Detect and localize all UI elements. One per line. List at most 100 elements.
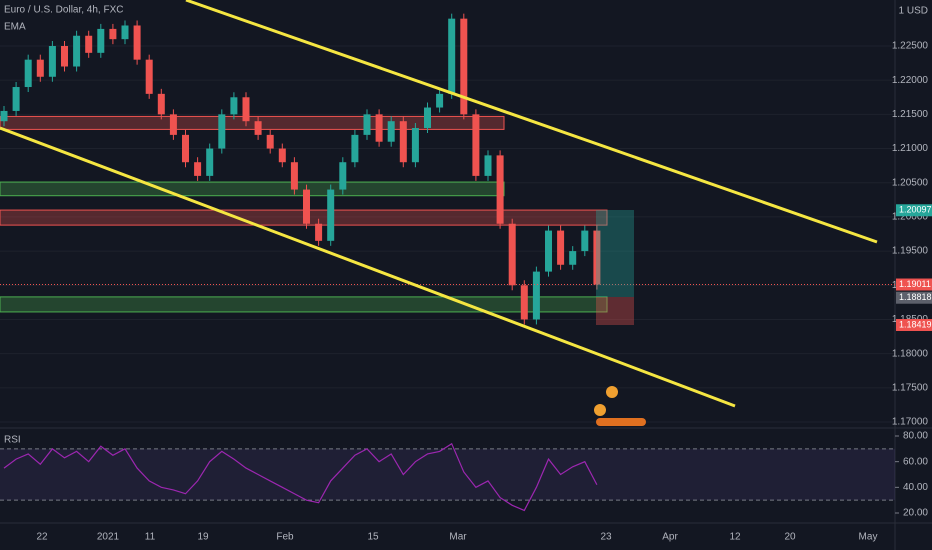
rsi-tick-label: 40.00	[903, 482, 928, 493]
candle-body	[472, 114, 480, 176]
candle-body	[169, 114, 177, 135]
candle-body	[448, 18, 456, 94]
emoji-icons	[594, 386, 646, 426]
candle-body	[0, 110, 8, 122]
rsi-tick-label: 20.00	[903, 508, 928, 519]
y-tick-label: 1.18000	[892, 348, 929, 359]
candle-body	[24, 59, 32, 88]
x-tick-label: 12	[729, 532, 741, 543]
layers: 1.22500 1.22000 1.21500 1.21000 1.20500 1.200…	[0, 13, 929, 543]
x-tick-label: 23	[600, 532, 612, 543]
candle-body	[242, 97, 250, 122]
candle-body	[351, 134, 359, 163]
rsi-line	[3, 442, 598, 512]
candle-body	[218, 114, 226, 149]
symbol-title[interactable]: Euro / U.S. Dollar, 4h, FXC	[4, 5, 124, 16]
y-tick-label: 1.20000	[892, 212, 929, 223]
candle-body	[290, 162, 298, 190]
candle-body	[206, 148, 214, 176]
candle-body	[48, 46, 56, 77]
price-tag-label: 1.18818	[899, 292, 932, 302]
y-tick-label: 1.19500	[892, 246, 929, 257]
x-tick-label: 11	[145, 532, 156, 543]
y-tick-label: 1.21500	[892, 109, 929, 120]
candle-body	[254, 121, 262, 135]
x-tick-label: Apr	[662, 532, 678, 543]
candle-body	[532, 271, 540, 320]
currency-label: 1 USD	[899, 6, 928, 17]
candle-body	[520, 285, 528, 320]
y-tick-label: 1.20500	[892, 177, 929, 188]
candle-body	[375, 114, 383, 142]
candle-body	[97, 28, 105, 53]
position-profit[interactable]	[596, 210, 634, 297]
candle-body	[303, 189, 310, 224]
candle-body	[327, 189, 335, 241]
icon	[594, 404, 606, 416]
candle-body	[157, 93, 165, 115]
position-loss[interactable]	[596, 297, 634, 325]
x-tick-label: 15	[367, 532, 379, 543]
candle-body	[61, 46, 68, 67]
rsi-tick-label: 80.00	[903, 431, 928, 442]
candle-body	[496, 155, 504, 224]
x-tick-label: Feb	[276, 532, 294, 543]
rsi-band-fill	[0, 448, 895, 501]
price-tag	[896, 278, 932, 291]
candle-body	[230, 97, 238, 115]
candle-body	[593, 230, 601, 285]
zone	[0, 296, 608, 313]
candle-body	[278, 148, 286, 163]
candle-body	[399, 121, 407, 163]
candle-body	[182, 134, 189, 163]
candle-body	[194, 162, 202, 176]
y-tick-label: 1.22000	[892, 75, 929, 86]
y-tick-label: 1.17000	[892, 417, 929, 428]
trend-line[interactable]	[185, 0, 878, 244]
candle-body	[557, 230, 565, 265]
candle-body	[569, 251, 577, 265]
candle-body	[424, 107, 431, 129]
candle-body	[460, 18, 468, 115]
price-tag	[896, 204, 932, 217]
price-tag	[896, 318, 932, 331]
x-tick-label: May	[859, 532, 878, 543]
rsi-label[interactable]: RSI	[4, 435, 21, 446]
candle-body	[36, 59, 44, 77]
candle-body	[363, 114, 371, 135]
price-tag-label: 1.18419	[899, 319, 932, 329]
icon	[606, 386, 618, 398]
candle-body	[73, 35, 81, 67]
candle-body	[315, 223, 323, 241]
candle-body	[436, 93, 444, 108]
candle-body	[109, 28, 117, 40]
rsi-tick-label: 60.00	[903, 456, 928, 467]
candle-body	[411, 128, 419, 163]
x-tick-label: 2021	[97, 532, 120, 543]
price-tag-label: 1.19011	[899, 279, 931, 289]
candle-body	[145, 59, 153, 94]
candle-body	[387, 121, 395, 142]
candle-body	[545, 230, 552, 272]
candle-body	[85, 35, 93, 53]
zone	[0, 181, 505, 197]
x-tick-label: Mar	[449, 532, 467, 543]
y-tick-label: 1.21000	[892, 143, 929, 154]
candle-body	[339, 162, 347, 190]
candle-body	[121, 25, 129, 40]
x-tick-label: 20	[784, 532, 796, 543]
candle-body	[133, 25, 141, 60]
x-tick-label: 22	[36, 532, 48, 543]
candle-body	[266, 134, 274, 149]
x-tick-label: 19	[197, 532, 209, 543]
indicator-label[interactable]: EMA	[4, 22, 26, 33]
y-tick-label: 1.17500	[892, 382, 929, 393]
candle-body	[12, 87, 20, 111]
price-tag	[896, 291, 932, 304]
candle-body	[508, 223, 516, 286]
candle-body	[581, 230, 589, 252]
trend-line[interactable]	[0, 126, 736, 408]
y-tick-label: 1.22500	[892, 41, 929, 52]
